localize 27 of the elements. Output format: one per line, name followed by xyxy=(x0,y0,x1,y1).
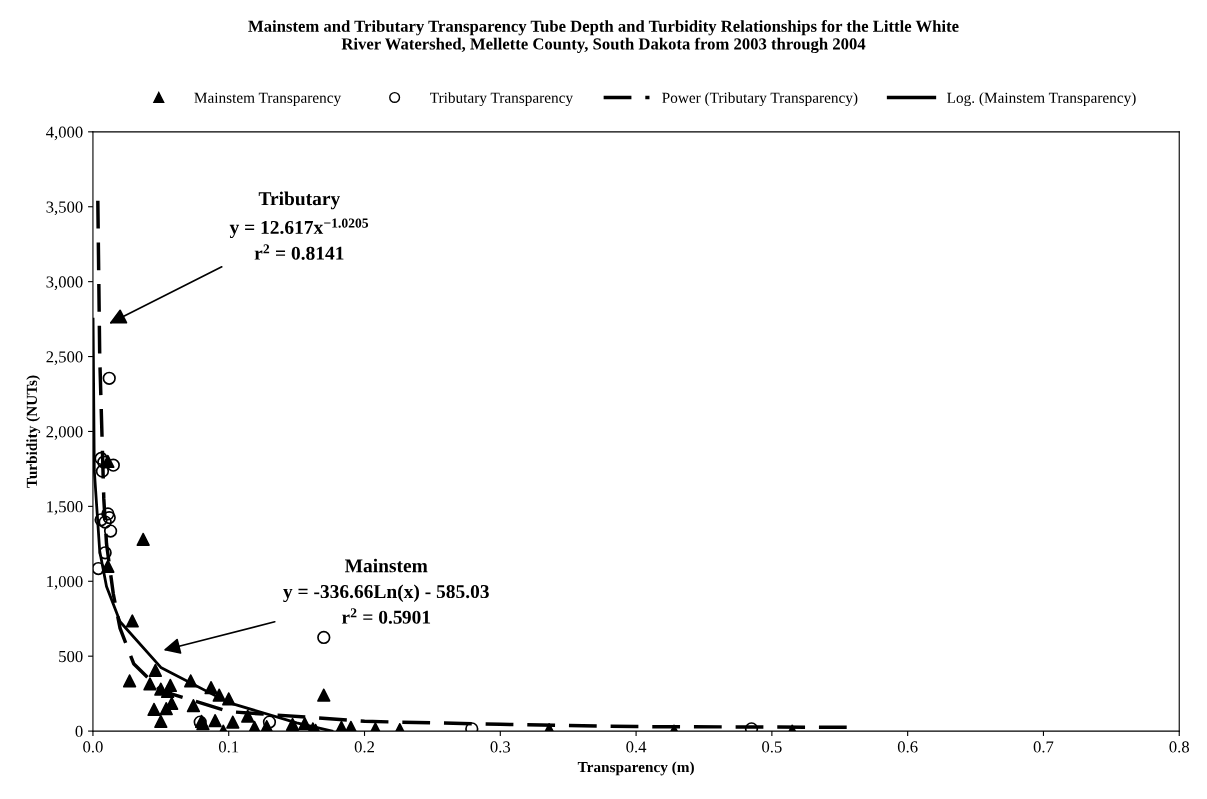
x-tick-label: 0.2 xyxy=(354,741,375,753)
x-tick-label: 0.6 xyxy=(897,741,918,753)
x-tick-label: 0.4 xyxy=(626,741,647,753)
annotation: Mainstem y = -336.66Ln(x) - 585.03 r$^{2}$ = 0.5901 xyxy=(283,558,489,624)
legend-label: Tributary Transparency xyxy=(430,92,574,107)
legend-label: Power (Tributary Transparency) xyxy=(662,92,858,107)
x-tick-label: 0.8 xyxy=(1169,741,1190,753)
y-tick-label: 0 xyxy=(75,725,83,738)
y-tick-label: 1,000 xyxy=(47,575,83,590)
y-tick-label: 2,500 xyxy=(46,351,83,365)
y-axis-title: Turbidity (NUTs) xyxy=(26,375,41,488)
x-tick-label: 0.1 xyxy=(218,741,239,753)
y-tick-label: 500 xyxy=(59,650,83,663)
text: Tributary y = 12.617x$^{−1.0205}$ r$^{2}$ = 0.8141 xyxy=(229,191,369,260)
x-tick-label: 0.5 xyxy=(762,741,782,753)
y-tick-label: 2,000 xyxy=(46,426,83,440)
y-tick-label: 3,000 xyxy=(46,276,83,290)
x-tick-label: 0.3 xyxy=(490,741,511,753)
x-axis-title: Transparency (m) xyxy=(577,761,694,776)
y-tick-label: 1,500 xyxy=(47,501,83,515)
legend-label: Log. (Mainstem Transparency) xyxy=(947,92,1136,107)
chart-title: Mainstem and Tributary Transparency Tube Depth and Turbidity Relationships for the Little White River Watershed, Mellette County, South Dakota from 2003 through 2004 xyxy=(248,19,959,54)
x-tick-label: 0.7 xyxy=(1033,741,1054,753)
y-tick-label: 4,000 xyxy=(46,126,83,141)
y-tick-label: 3,500 xyxy=(46,201,83,216)
legend-label: Mainstem Transparency xyxy=(194,92,342,107)
x-tick-label: 0.0 xyxy=(83,741,103,753)
